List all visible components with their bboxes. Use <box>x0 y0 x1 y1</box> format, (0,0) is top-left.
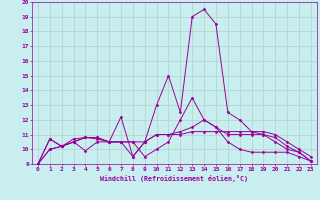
X-axis label: Windchill (Refroidissement éolien,°C): Windchill (Refroidissement éolien,°C) <box>100 175 248 182</box>
